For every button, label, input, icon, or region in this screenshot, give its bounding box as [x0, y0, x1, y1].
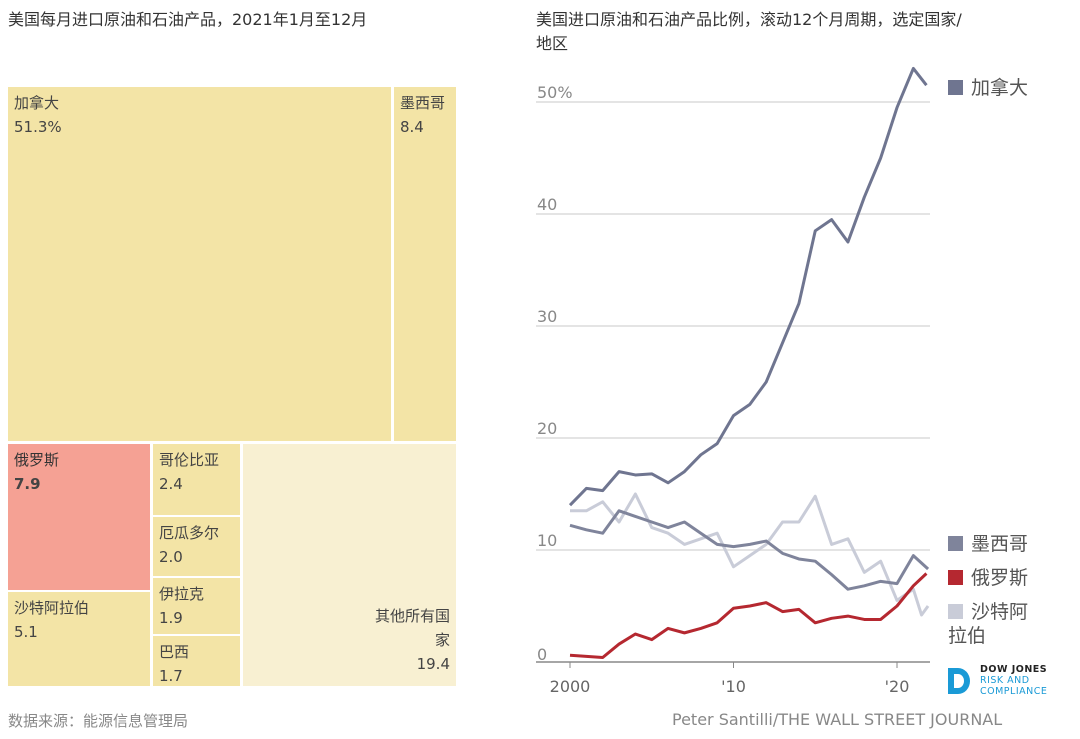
legend-swatch [948, 80, 963, 95]
treemap-cell: 哥伦比亚 2.4 [153, 444, 240, 515]
treemap-cell: 伊拉克 1.9 [153, 578, 240, 634]
treemap-cell-value: 1.7 [159, 667, 183, 685]
treemap-cell-value: 2.0 [159, 548, 183, 566]
legend-label: 沙特阿拉伯 [948, 601, 1029, 647]
x-tick-label: 2000 [550, 677, 591, 696]
series-line-1 [569, 509, 930, 591]
legend-label: 加拿大 [971, 77, 1029, 99]
legend-label: 俄罗斯 [971, 567, 1029, 589]
legend-item: 沙特阿拉伯 [948, 600, 1028, 648]
treemap-cell-value: 1.9 [159, 609, 183, 627]
legend-swatch [948, 536, 963, 551]
dow-jones-d-icon [948, 668, 970, 694]
legend-item: 加拿大 [948, 76, 1028, 100]
treemap-cell-value: 7.9 [14, 475, 41, 493]
treemap-cell-label: 其他所有国家 [374, 607, 450, 649]
y-tick-label: 20 [537, 419, 557, 438]
treemap-cell-label: 巴西 [159, 643, 190, 661]
legend-swatch [948, 604, 963, 619]
y-tick-label: 10 [537, 531, 557, 550]
logo-line1: DOW JONES [980, 664, 1048, 675]
treemap-cell-label: 哥伦比亚 [159, 451, 220, 469]
y-tick-label: 50% [537, 83, 573, 102]
treemap-cell: 巴西 1.7 [153, 636, 240, 686]
treemap-cell-label: 俄罗斯 [14, 451, 60, 469]
legend-swatch [948, 570, 963, 585]
treemap-cell: 其他所有国家 19.4 [243, 444, 456, 686]
treemap-cell: 厄瓜多尔 2.0 [153, 517, 240, 576]
series-line-0 [568, 66, 928, 507]
y-tick-label: 30 [537, 307, 557, 326]
credit: Peter Santilli/THE WALL STREET JOURNAL [672, 710, 1003, 729]
legend-item: 墨西哥 [948, 532, 1028, 556]
treemap-cell: 加拿大 51.3% [8, 87, 391, 441]
line-chart-title: 美国进口原油和石油产品比例，滚动12个月周期，选定国家/地区 [536, 10, 962, 53]
treemap-cell-value: 2.4 [159, 475, 183, 493]
treemap-cell-value: 19.4 [416, 655, 450, 673]
legend-label: 墨西哥 [971, 533, 1029, 555]
treemap-cell-label: 厄瓜多尔 [159, 524, 220, 542]
treemap-cell-value: 51.3% [14, 118, 62, 136]
treemap-cell-value: 5.1 [14, 623, 38, 641]
x-tick-label: '20 [885, 677, 910, 696]
treemap-title: 美国每月进口原油和石油产品，2021年1月至12月 [8, 10, 368, 29]
x-tick-label: '10 [721, 677, 746, 696]
series-line-2 [569, 572, 928, 660]
treemap-cell-label: 墨西哥 [400, 94, 446, 112]
y-tick-label: 40 [537, 195, 557, 214]
treemap-cell: 沙特阿拉伯 5.1 [8, 592, 150, 686]
treemap-cell-label: 沙特阿拉伯 [14, 599, 90, 617]
treemap-cell-label: 伊拉克 [159, 585, 205, 603]
y-tick-label: 0 [537, 645, 547, 664]
source-note: 数据来源：能源信息管理局 [8, 712, 189, 730]
logo-line2: RISK AND [980, 675, 1030, 686]
treemap-cell-value: 8.4 [400, 118, 424, 136]
series-line-3 [570, 492, 930, 617]
logo-line3: COMPLIANCE [980, 686, 1048, 697]
treemap-cell: 墨西哥 8.4 [394, 87, 456, 441]
treemap-cell-label: 加拿大 [14, 94, 60, 112]
treemap-cell: 俄罗斯 7.9 [8, 444, 150, 590]
legend-item: 俄罗斯 [948, 566, 1028, 590]
